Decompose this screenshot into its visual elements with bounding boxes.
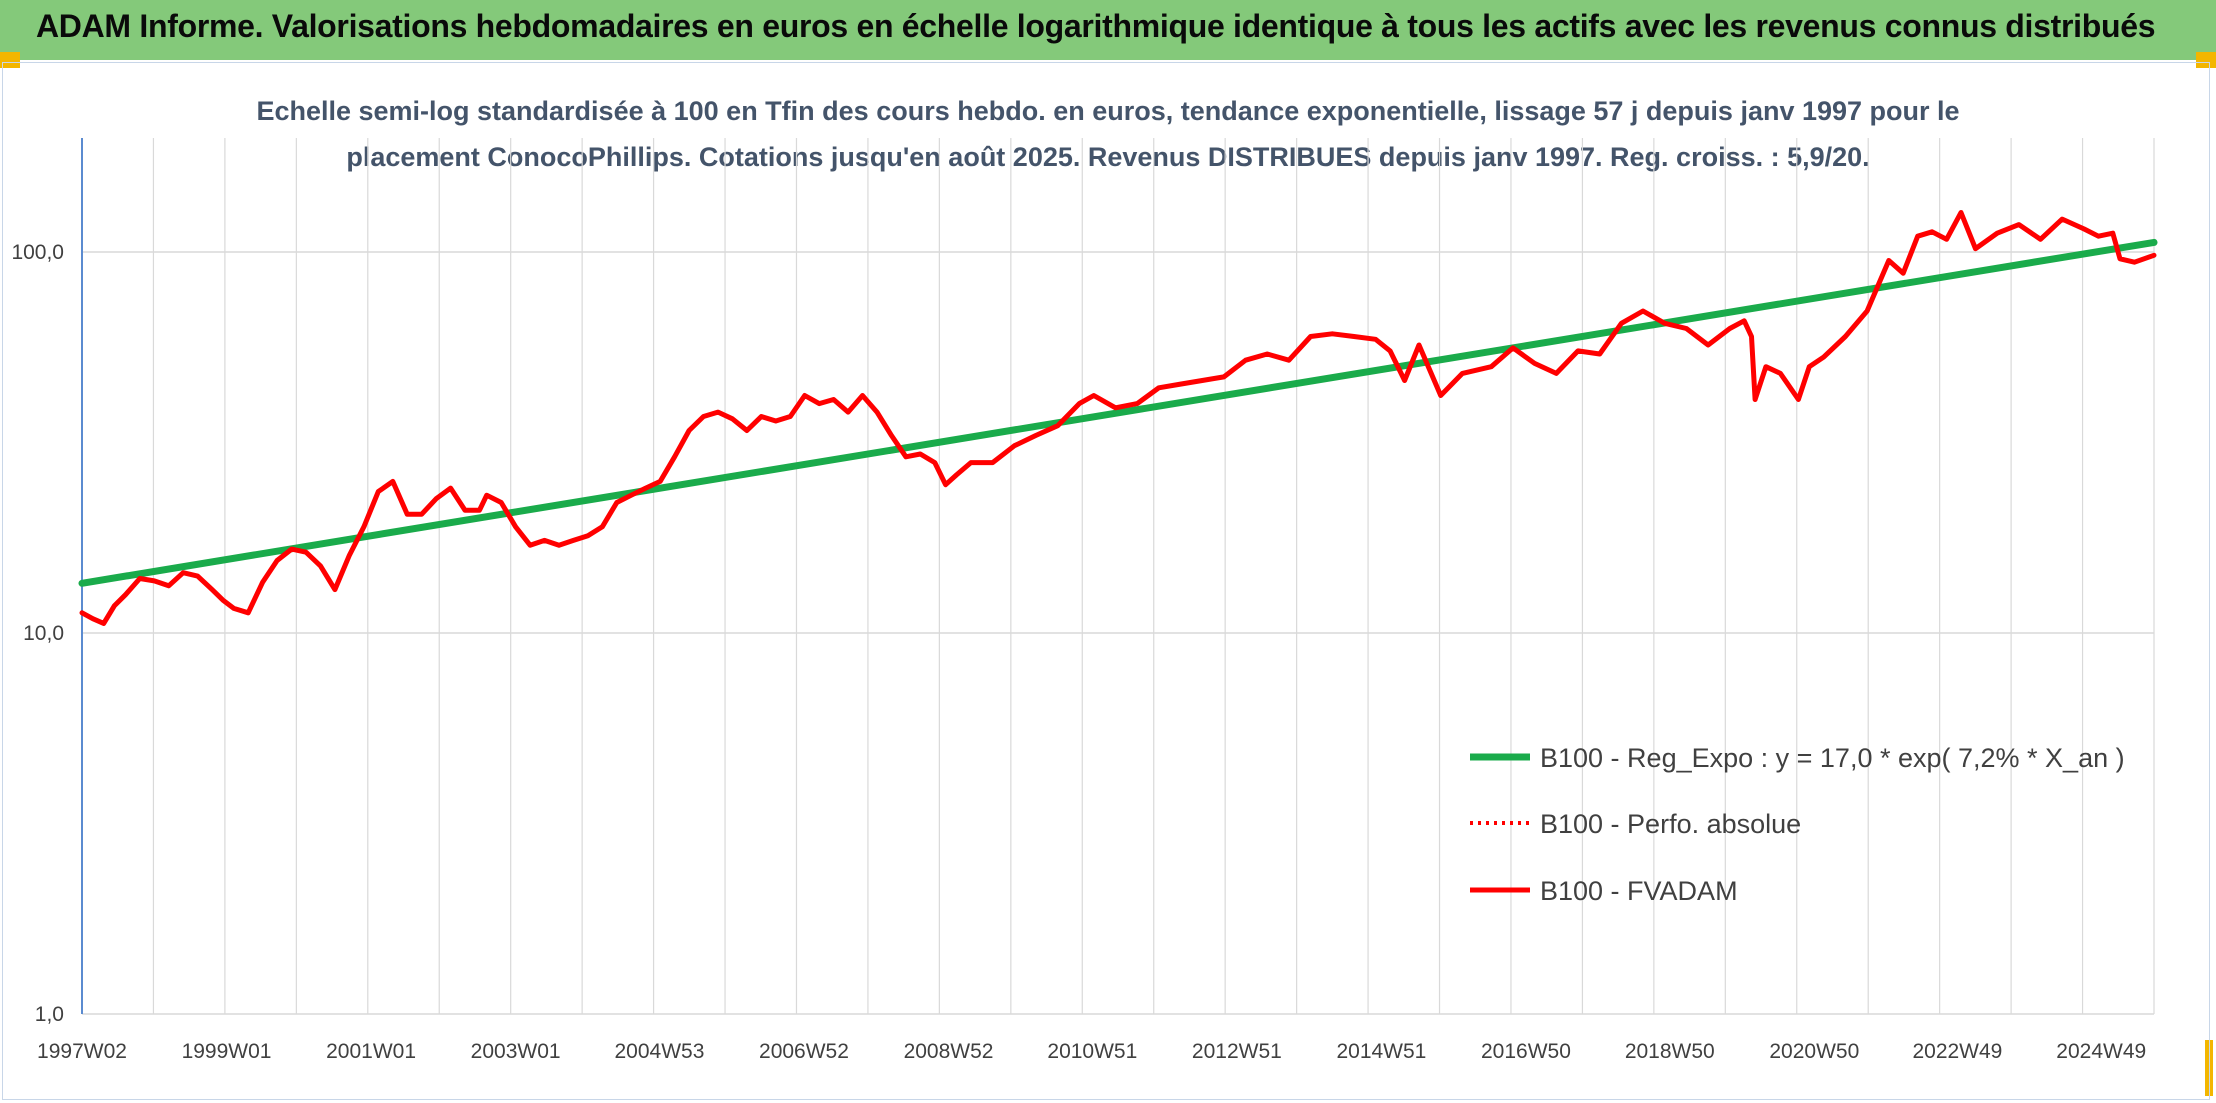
chart-frame	[2, 62, 2210, 1100]
chart-subtitle-line1: Echelle semi-log standardisée à 100 en T…	[256, 96, 1960, 126]
header-bar: ADAM Informe. Valorisations hebdomadaire…	[0, 0, 2216, 60]
x-tick-label: 2014W51	[1336, 1040, 1426, 1063]
x-tick-label: 1999W01	[182, 1040, 272, 1063]
legend-label: B100 - FVADAM	[1540, 876, 1738, 906]
x-tick-label: 2003W01	[471, 1040, 561, 1063]
x-tick-label: 2016W50	[1481, 1040, 1571, 1063]
legend-label: B100 - Perfo. absolue	[1540, 809, 1801, 839]
corner-marker-right	[2196, 52, 2216, 68]
horizontal-gridlines	[82, 251, 2154, 1015]
y-tick-label: 1,0	[35, 1003, 64, 1026]
x-tick-label: 2022W49	[1912, 1040, 2002, 1063]
series-line-regression	[78, 238, 2158, 587]
y-tick-label: 100,0	[11, 241, 64, 264]
series-line-fvadam	[79, 210, 2157, 626]
x-tick-label: 2010W51	[1047, 1040, 1137, 1063]
x-tick-label: 2004W53	[614, 1040, 704, 1063]
x-tick-label: 2012W51	[1192, 1040, 1282, 1063]
chart-subtitle-line2: placement ConocoPhillips. Cotations jusq…	[346, 142, 1870, 172]
legend-label: B100 - Reg_Expo : y = 17,0 * exp( 7,2% *…	[1540, 743, 2125, 773]
x-tick-label: 2001W01	[326, 1040, 416, 1063]
y-tick-label: 10,0	[23, 622, 64, 645]
x-tick-labels: 1997W02 1999W01 2001W01 2003W01 2004W53 2006W…	[37, 1040, 2146, 1063]
x-tick-label: 2024W49	[2056, 1040, 2146, 1063]
legend: B100 - Reg_Expo : y = 17,0 * exp( 7,2% *…	[1470, 743, 2125, 906]
x-tick-label: 2018W50	[1625, 1040, 1715, 1063]
vertical-gridlines	[152, 138, 2155, 1014]
x-tick-label: 2006W52	[759, 1040, 849, 1063]
header-title: ADAM Informe. Valorisations hebdomadaire…	[36, 8, 2156, 44]
series-layer	[78, 210, 2158, 626]
x-tick-label: 2008W52	[904, 1040, 994, 1063]
corner-marker-left	[0, 52, 20, 68]
y-tick-labels: 1,0 10,0 100,0	[11, 241, 64, 1026]
x-tick-label: 2020W50	[1769, 1040, 1859, 1063]
x-tick-label: 1997W02	[37, 1040, 127, 1063]
